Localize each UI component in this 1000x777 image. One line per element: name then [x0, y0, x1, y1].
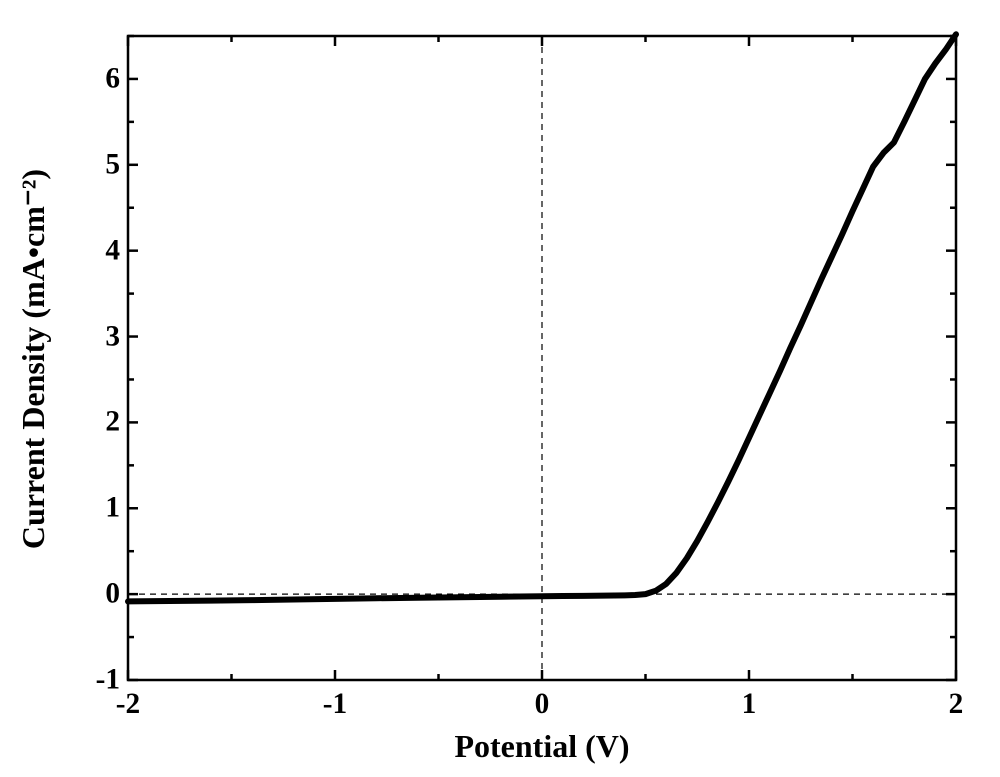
x-axis-label: Potential (V) [128, 728, 956, 765]
ytick-label: 3 [70, 320, 120, 353]
ytick-label: -1 [70, 664, 120, 697]
xtick-label: -1 [323, 688, 347, 721]
ytick-label: 6 [70, 62, 120, 95]
chart-svg [128, 36, 956, 680]
ytick-label: 0 [70, 578, 120, 611]
ytick-label: 1 [70, 492, 120, 525]
y-axis-label: Current Density (mA•cm⁻²) [14, 109, 52, 609]
xtick-label: 0 [535, 688, 550, 721]
plot-area [128, 36, 956, 680]
xtick-label: 2 [949, 688, 964, 721]
xtick-label: 1 [742, 688, 757, 721]
ytick-label: 5 [70, 148, 120, 181]
ytick-label: 4 [70, 234, 120, 267]
figure: Current Density (mA•cm⁻²) Potential (V) … [0, 0, 1000, 777]
series-iv-curve [128, 34, 956, 601]
ytick-label: 2 [70, 406, 120, 439]
